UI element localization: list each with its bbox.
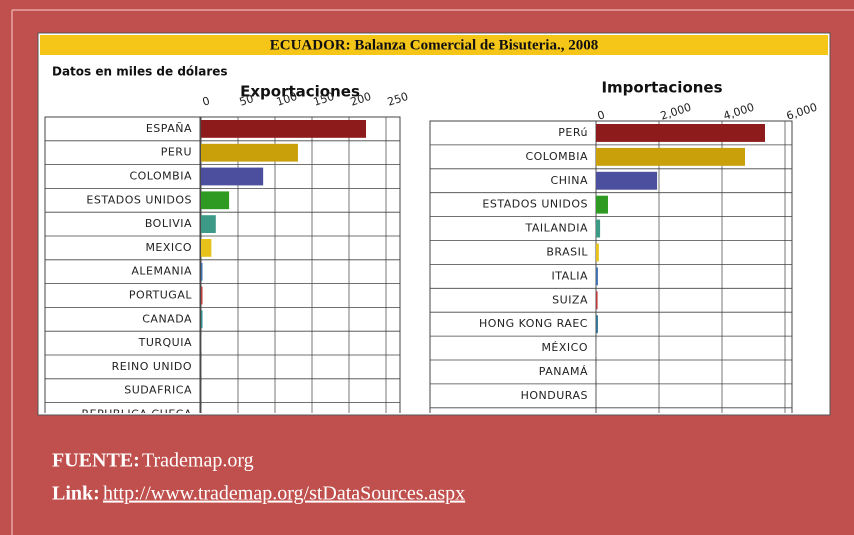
y-tick-label: ESPAÑA	[146, 122, 192, 135]
plot-frame	[200, 116, 401, 413]
label-column	[44, 116, 201, 413]
axis-title: Exportaciones	[240, 83, 360, 101]
y-tick-label: CHINA	[551, 174, 588, 187]
source-text: Trademap.org	[142, 450, 254, 472]
y-tick-label: ITALIA	[551, 269, 588, 282]
x-tick-label: 200	[349, 90, 373, 109]
x-tick-label: 50	[238, 92, 255, 109]
y-tick-label: ALEMANIA	[131, 265, 192, 278]
bar	[201, 239, 212, 257]
link-label: Link:	[52, 483, 100, 505]
y-tick-label: BOLIVIA	[145, 217, 192, 230]
y-tick-label: CANADA	[142, 312, 192, 325]
bar	[596, 147, 745, 166]
y-tick-label: PERU	[161, 146, 192, 159]
y-tick-label: COLOMBIA	[525, 150, 588, 163]
bar	[596, 291, 598, 310]
y-tick-label: PANAMÁ	[539, 365, 588, 378]
y-tick-label: HONG KONG RAEC	[479, 317, 588, 330]
y-tick-label: ESTADOS UNIDOS	[482, 198, 588, 211]
subtitle: Datos en miles de dólares	[52, 65, 228, 79]
y-tick-label: PERú	[558, 126, 588, 139]
y-tick-label: PORTUGAL	[129, 289, 192, 302]
bar	[201, 167, 264, 186]
bar	[201, 191, 230, 210]
source-label: FUENTE:	[52, 450, 140, 472]
x-tick-label: 0	[596, 108, 607, 123]
y-tick-label: TURQUIA	[138, 336, 192, 349]
bar	[596, 315, 598, 334]
y-tick-label: BRASIL	[546, 245, 588, 258]
y-tick-label: REPUBLICA CHECA	[81, 408, 192, 421]
y-tick-label: REINO UNIDO	[112, 360, 192, 373]
y-tick-label: ARGENTINA	[519, 413, 588, 426]
axis-title: Importaciones	[601, 79, 722, 97]
y-tick-label: TAILANDIA	[524, 222, 588, 235]
x-tick-label: 150	[312, 90, 336, 109]
bar	[201, 310, 203, 329]
bar	[596, 267, 598, 286]
y-tick-label: MEXICO	[145, 241, 192, 254]
bar	[596, 219, 601, 238]
y-tick-label: SUDAFRICA	[124, 384, 192, 397]
plot-frame	[595, 120, 793, 413]
x-tick-label: 100	[275, 90, 299, 109]
bar	[201, 120, 367, 138]
y-tick-label: ESTADOS UNIDOS	[86, 193, 192, 206]
y-tick-label: HONDURAS	[521, 389, 588, 402]
bar	[201, 286, 203, 305]
bar	[201, 262, 203, 281]
bar	[596, 171, 658, 190]
bar	[201, 143, 298, 162]
plots: ESPAÑA PERU COLOMBIA ESTADOS UNIDOS BOLIVIA M…	[44, 116, 793, 426]
x-tick-label: 0	[201, 94, 212, 109]
title-bar	[40, 35, 828, 55]
bar	[596, 195, 608, 214]
y-tick-label: SUIZA	[552, 293, 588, 306]
y-tick-label: COLOMBIA	[129, 170, 192, 183]
bar	[596, 243, 599, 262]
y-tick-label: MÉXICO	[541, 341, 588, 354]
link[interactable]: http://www.trademap.org/stDataSources.as…	[103, 483, 465, 505]
x-tick-label: 250	[386, 90, 410, 109]
chart-title: ECUADOR: Balanza Comercial de Bisuteria.…	[270, 37, 598, 53]
bar	[201, 215, 216, 233]
bar	[596, 124, 765, 142]
